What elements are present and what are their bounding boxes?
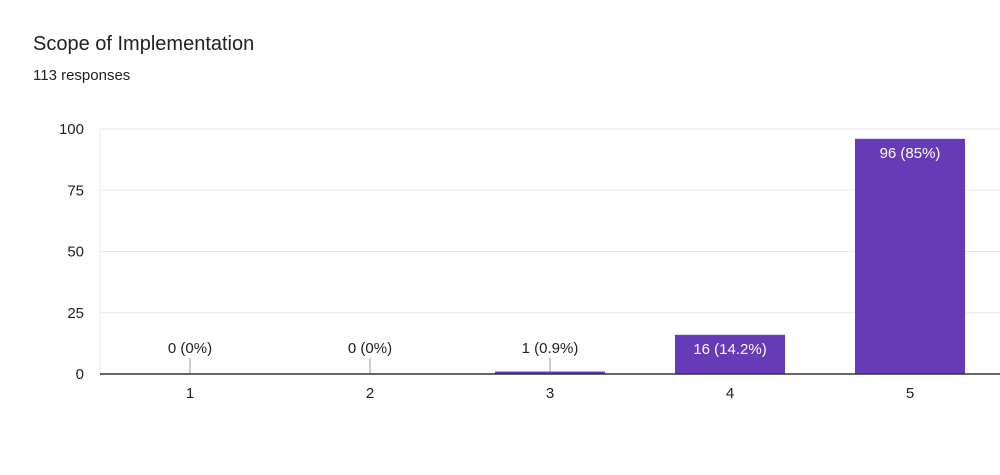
y-tick-label: 75 — [67, 182, 84, 199]
bar — [675, 334, 785, 374]
x-tick-label: 2 — [366, 385, 374, 402]
y-tick-label: 100 — [59, 121, 84, 138]
bar — [495, 371, 605, 374]
x-tick-label: 3 — [546, 385, 554, 402]
bar-data-label: 1 (0.9%) — [522, 340, 579, 357]
bar-data-label: 16 (14.2%) — [693, 341, 766, 358]
x-tick-label: 5 — [906, 385, 914, 402]
chart-title: Scope of Implementation — [33, 33, 255, 55]
bar-data-label: 0 (0%) — [168, 340, 212, 357]
response-count: 113 responses — [33, 67, 131, 84]
bar-data-label: 0 (0%) — [348, 340, 392, 357]
x-tick-label: 4 — [726, 385, 734, 402]
bar-data-label: 96 (85%) — [880, 145, 941, 162]
x-tick-label: 1 — [186, 385, 194, 402]
y-tick-label: 0 — [76, 366, 84, 383]
bar — [855, 138, 965, 374]
y-tick-label: 50 — [67, 244, 84, 261]
y-tick-label: 25 — [67, 305, 84, 322]
